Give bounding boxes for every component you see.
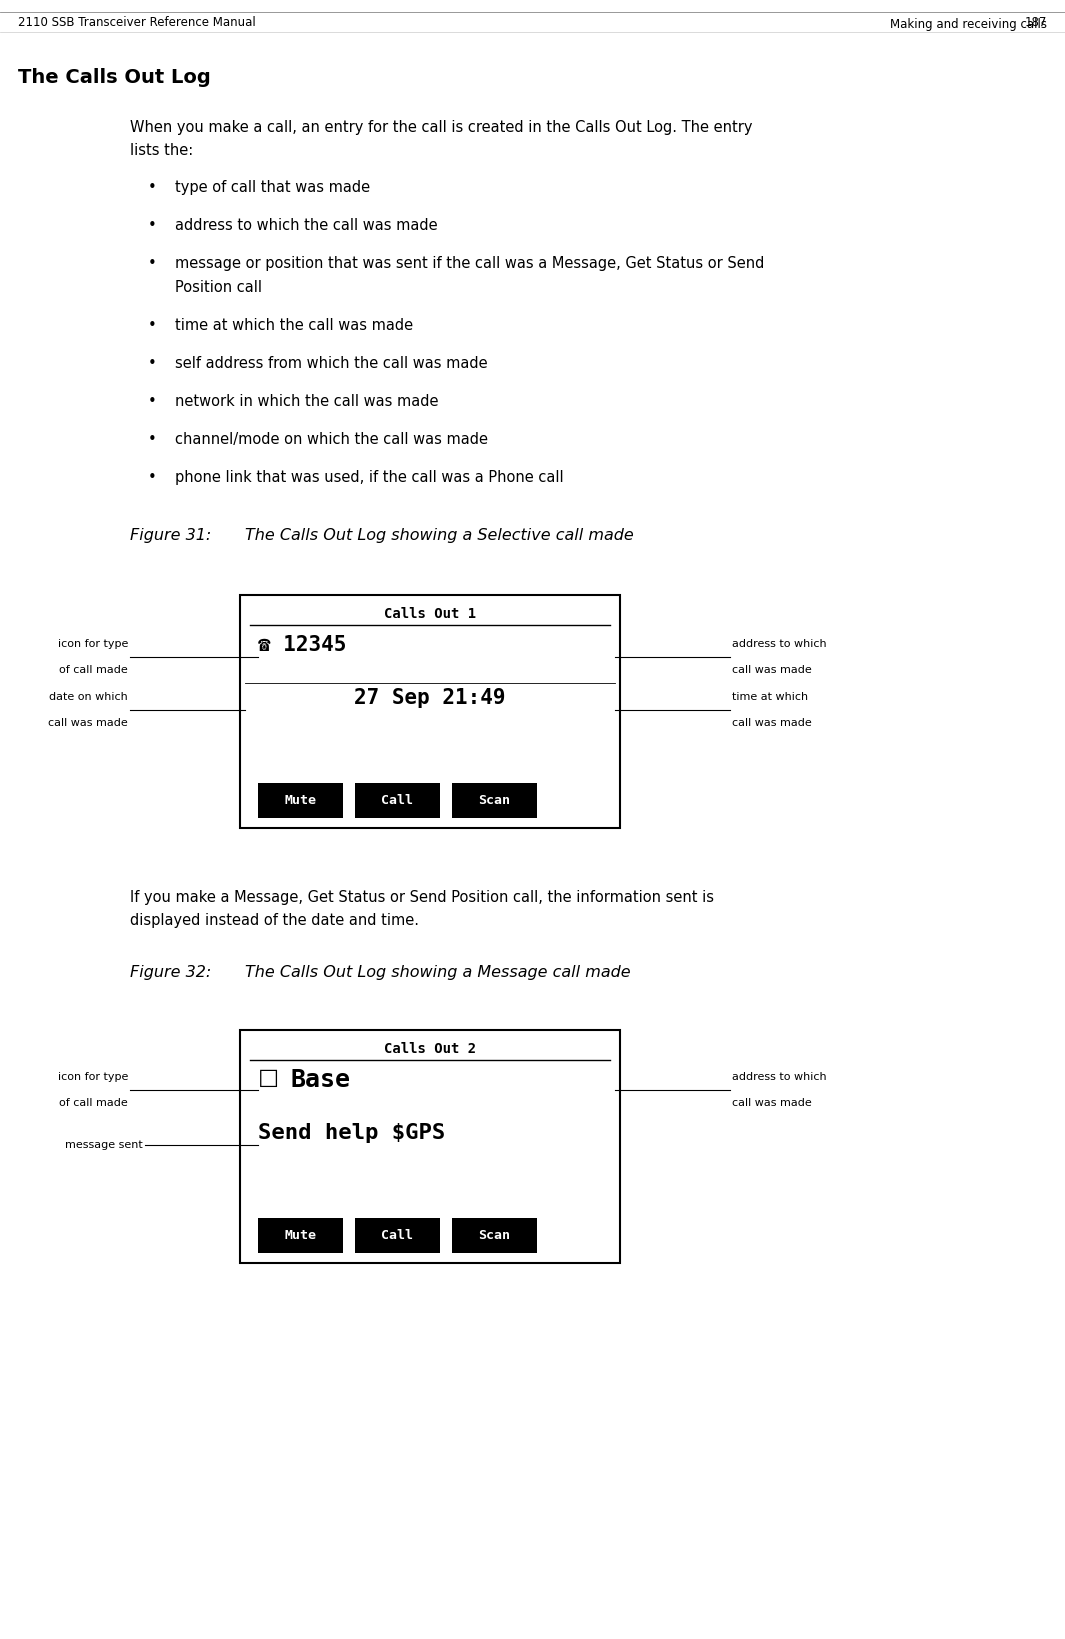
Text: call was made: call was made — [732, 1098, 812, 1108]
Text: icon for type: icon for type — [58, 1072, 128, 1082]
Text: self address from which the call was made: self address from which the call was mad… — [175, 356, 488, 370]
Text: time at which the call was made: time at which the call was made — [175, 318, 413, 333]
Text: When you make a call, an entry for the call is created in the Calls Out Log. The: When you make a call, an entry for the c… — [130, 120, 753, 134]
Text: Call: Call — [381, 793, 413, 806]
Bar — [452, 1218, 537, 1252]
Text: Position call: Position call — [175, 280, 262, 295]
Text: Figure 32:: Figure 32: — [130, 965, 211, 980]
Bar — [355, 1218, 440, 1252]
Text: message sent: message sent — [65, 1141, 143, 1151]
Text: 187: 187 — [1025, 16, 1047, 30]
Text: address to which the call was made: address to which the call was made — [175, 218, 438, 233]
Text: type of call that was made: type of call that was made — [175, 180, 371, 195]
Text: message or position that was sent if the call was a Message, Get Status or Send: message or position that was sent if the… — [175, 256, 765, 270]
Text: •: • — [148, 180, 157, 195]
Text: •: • — [148, 393, 157, 410]
Bar — [240, 1029, 620, 1264]
Text: The Calls Out Log: The Calls Out Log — [18, 67, 211, 87]
Text: Base: Base — [290, 1069, 350, 1092]
Bar — [240, 595, 620, 828]
Bar — [355, 783, 440, 818]
Text: network in which the call was made: network in which the call was made — [175, 393, 439, 410]
Text: •: • — [148, 256, 157, 270]
Bar — [452, 783, 537, 818]
Text: If you make a Message, Get Status or Send Position call, the information sent is: If you make a Message, Get Status or Sen… — [130, 890, 714, 905]
Text: call was made: call was made — [48, 718, 128, 728]
Text: Mute: Mute — [284, 1229, 316, 1242]
Text: Scan: Scan — [478, 1229, 510, 1242]
Text: address to which: address to which — [732, 639, 826, 649]
Text: time at which: time at which — [732, 692, 808, 701]
Text: Scan: Scan — [478, 793, 510, 806]
Text: •: • — [148, 433, 157, 447]
Text: Calls Out 1: Calls Out 1 — [384, 606, 476, 621]
Text: •: • — [148, 356, 157, 370]
Text: lists the:: lists the: — [130, 143, 193, 157]
Text: call was made: call was made — [732, 665, 812, 675]
Bar — [258, 783, 343, 818]
Text: •: • — [148, 318, 157, 333]
Text: Mute: Mute — [284, 793, 316, 806]
Text: Calls Out 2: Calls Out 2 — [384, 1042, 476, 1056]
Text: ☐: ☐ — [258, 1069, 279, 1092]
Text: date on which: date on which — [49, 692, 128, 701]
Text: Figure 31:: Figure 31: — [130, 528, 211, 543]
Text: 27 Sep 21:49: 27 Sep 21:49 — [355, 688, 506, 708]
Text: call was made: call was made — [732, 718, 812, 728]
Text: Call: Call — [381, 1229, 413, 1242]
Text: •: • — [148, 218, 157, 233]
Text: The Calls Out Log showing a Selective call made: The Calls Out Log showing a Selective ca… — [245, 528, 634, 543]
Text: ☎ 12345: ☎ 12345 — [258, 634, 346, 656]
Text: of call made: of call made — [60, 665, 128, 675]
Bar — [258, 1218, 343, 1252]
Text: icon for type: icon for type — [58, 639, 128, 649]
Text: of call made: of call made — [60, 1098, 128, 1108]
Text: phone link that was used, if the call was a Phone call: phone link that was used, if the call wa… — [175, 470, 563, 485]
Text: •: • — [148, 470, 157, 485]
Text: 2110 SSB Transceiver Reference Manual: 2110 SSB Transceiver Reference Manual — [18, 16, 256, 30]
Text: Send help $GPS: Send help $GPS — [258, 1123, 445, 1142]
Text: The Calls Out Log showing a Message call made: The Calls Out Log showing a Message call… — [245, 965, 630, 980]
Text: address to which: address to which — [732, 1072, 826, 1082]
Text: channel/mode on which the call was made: channel/mode on which the call was made — [175, 433, 488, 447]
Text: Making and receiving calls: Making and receiving calls — [890, 18, 1047, 31]
Text: displayed instead of the date and time.: displayed instead of the date and time. — [130, 913, 419, 928]
